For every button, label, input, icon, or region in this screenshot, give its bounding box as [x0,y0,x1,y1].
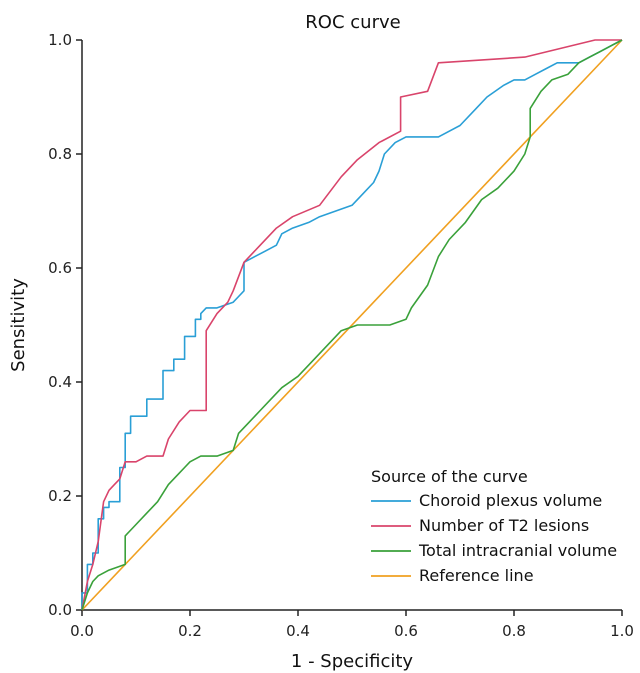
series-line-number-of-t2-lesions [81,39,622,611]
x-tick-label: 0.4 [286,622,310,640]
legend-label-total-intracranial-volume: Total intracranial volume [418,541,617,560]
series-line-total-intracranial-volume [81,39,623,611]
y-tick-label: 0.8 [48,145,72,163]
x-tick-label: 1.0 [610,622,634,640]
x-tick-label: 0.8 [502,622,526,640]
y-tick-label: 0.4 [48,373,72,391]
legend-items: Choroid plexus volume Number of T2 lesion… [371,491,617,585]
series-lines [81,39,623,611]
x-axis-title: 1 - Specificity [291,651,414,672]
x-tick-label: 0.6 [394,622,418,640]
chart-title: ROC curve [305,12,400,33]
y-tick-label: 0.0 [48,601,72,619]
series-line-reference-line [81,39,623,611]
y-tick-label: 1.0 [48,31,72,49]
y-tick-label: 0.2 [48,487,72,505]
legend-label-choroid-plexus-volume: Choroid plexus volume [419,491,602,510]
plot-area: 0.0 0.2 0.4 0.6 0.8 1.0 0.0 0.2 0.4 0.6 0.8 1.0 [48,31,634,640]
x-tick-label: 0.0 [70,622,94,640]
series-line-choroid-plexus-volume [81,39,623,610]
x-ticks: 0.0 0.2 0.4 0.6 0.8 1.0 [70,610,634,640]
legend-label-number-of-t2-lesions: Number of T2 lesions [419,516,589,535]
y-tick-label: 0.6 [48,259,72,277]
legend-label-reference-line: Reference line [419,566,534,585]
x-tick-label: 0.2 [178,622,202,640]
y-ticks: 0.0 0.2 0.4 0.6 0.8 1.0 [48,31,82,619]
legend-title: Source of the curve [371,467,528,486]
y-axis-title: Sensitivity [8,278,29,372]
legend: Source of the curve Choroid plexus volum… [371,467,617,585]
